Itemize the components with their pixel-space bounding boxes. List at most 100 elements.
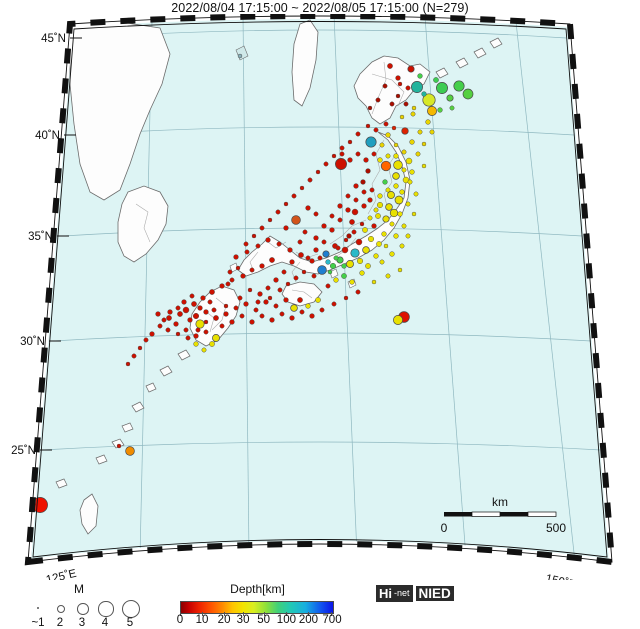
epicenter-marker bbox=[329, 227, 335, 233]
epicenter-marker bbox=[299, 309, 305, 315]
epicenter-marker bbox=[436, 82, 448, 94]
epicenter-marker bbox=[341, 263, 347, 269]
epicenter-marker bbox=[187, 317, 193, 323]
epicenter-marker bbox=[382, 179, 388, 185]
epicenter-marker bbox=[269, 257, 275, 263]
epicenter-marker bbox=[131, 353, 137, 359]
epicenter-marker bbox=[149, 331, 155, 337]
epicenter-marker bbox=[307, 177, 313, 183]
epicenter-marker bbox=[339, 145, 345, 151]
epicenter-marker bbox=[373, 207, 379, 213]
epicenter-marker bbox=[339, 151, 345, 157]
epicenter-marker bbox=[197, 305, 203, 311]
epicenter-marker bbox=[257, 291, 263, 297]
epicenter-marker bbox=[389, 221, 395, 227]
magnitude-tick-label: 5 bbox=[126, 617, 134, 629]
epicenter-marker bbox=[393, 142, 399, 148]
epicenter-marker bbox=[240, 273, 246, 279]
epicenter-marker bbox=[201, 347, 207, 353]
epicenter-marker bbox=[405, 157, 413, 165]
epicenter-marker bbox=[367, 235, 375, 243]
epicenter-marker bbox=[427, 106, 437, 116]
epicenter-marker bbox=[237, 295, 243, 301]
epicenter-marker bbox=[333, 255, 339, 261]
epicenter-marker bbox=[393, 315, 403, 325]
epicenter-marker bbox=[429, 129, 435, 135]
epicenter-marker bbox=[125, 446, 135, 456]
epicenter-marker bbox=[393, 183, 399, 189]
epicenter-marker bbox=[317, 265, 327, 275]
longitude-labels: 125˚E 130˚E 135˚E 140˚E 145˚E 150˚E bbox=[45, 568, 577, 580]
epicenter-marker bbox=[299, 185, 305, 191]
epicenter-marker bbox=[283, 201, 289, 207]
epicenter-marker bbox=[223, 303, 229, 309]
hinet-nied-logo: Hi -net NIED bbox=[376, 585, 455, 602]
epicenter-marker bbox=[356, 257, 364, 265]
epicenter-marker bbox=[381, 231, 387, 237]
epicenter-marker bbox=[385, 132, 391, 138]
epicenter-marker bbox=[321, 223, 327, 229]
epicenter-marker bbox=[193, 341, 199, 347]
epicenter-marker bbox=[182, 306, 190, 314]
epicenter-marker bbox=[401, 223, 407, 229]
epicenter-marker bbox=[155, 311, 161, 317]
epicenter-marker bbox=[385, 187, 391, 193]
map-canvas[interactable]: 45˚N 40˚N 35˚N 30˚N 25˚N 125˚E 130˚E 135… bbox=[0, 14, 640, 580]
epicenter-marker bbox=[413, 191, 419, 197]
latitude-labels: 45˚N 40˚N 35˚N 30˚N 25˚N bbox=[11, 33, 66, 457]
magnitude-tick-label: ~1 bbox=[31, 617, 45, 629]
epicenter-marker bbox=[291, 215, 301, 225]
epicenter-marker bbox=[392, 172, 400, 180]
epicenter-marker bbox=[449, 105, 455, 111]
epicenter-marker bbox=[407, 179, 413, 185]
epicenter-marker bbox=[219, 323, 225, 329]
epicenter-marker bbox=[297, 239, 303, 245]
map-svg: 45˚N 40˚N 35˚N 30˚N 25˚N 125˚E 130˚E 135… bbox=[11, 14, 616, 580]
epicenter-marker bbox=[365, 123, 371, 129]
epicenter-marker bbox=[223, 311, 229, 317]
magnitude-symbol bbox=[98, 601, 114, 617]
epicenter-marker bbox=[273, 303, 279, 309]
epicenter-layer bbox=[32, 53, 474, 513]
svg-text:25˚N: 25˚N bbox=[11, 445, 36, 457]
epicenter-marker bbox=[347, 157, 353, 163]
epicenter-marker bbox=[209, 341, 215, 347]
epicenter-marker bbox=[249, 267, 255, 273]
epicenter-marker bbox=[409, 139, 415, 145]
epicenter-marker bbox=[394, 195, 404, 205]
epicenter-marker bbox=[377, 193, 383, 199]
epicenter-marker bbox=[244, 249, 250, 255]
epicenter-marker bbox=[200, 295, 206, 301]
epicenter-marker bbox=[341, 246, 349, 254]
depth-tick-mark bbox=[202, 612, 204, 616]
epicenter-marker bbox=[329, 262, 337, 270]
epicenter-marker bbox=[385, 153, 391, 159]
epicenter-marker bbox=[393, 153, 399, 159]
epicenter-marker bbox=[421, 163, 427, 169]
epicenter-marker bbox=[362, 246, 370, 254]
epicenter-marker bbox=[367, 197, 373, 203]
map-frame bbox=[24, 14, 616, 566]
epicenter-marker bbox=[433, 77, 439, 83]
epicenter-marker bbox=[410, 111, 416, 117]
epicenter-marker bbox=[376, 201, 384, 209]
epicenter-marker bbox=[227, 269, 233, 275]
epicenter-marker bbox=[417, 73, 423, 79]
epicenter-marker bbox=[389, 251, 395, 257]
depth-tick-label: 700 bbox=[322, 614, 342, 626]
epicenter-marker bbox=[165, 327, 171, 333]
depth-legend: Depth[km] 0 10 20 30 50 100 200 700 bbox=[177, 582, 380, 627]
ocean-layer bbox=[28, 16, 612, 562]
magnitude-symbol bbox=[57, 605, 65, 613]
epicenter-marker bbox=[229, 277, 235, 283]
epicenter-marker bbox=[375, 97, 381, 103]
epicenter-marker bbox=[229, 319, 235, 325]
magnitude-tick-label: 2 bbox=[56, 617, 64, 629]
epicenter-marker bbox=[349, 279, 355, 285]
epicenter-marker bbox=[289, 259, 295, 265]
epicenter-marker bbox=[267, 295, 273, 301]
epicenter-marker bbox=[255, 299, 261, 305]
epicenter-marker bbox=[371, 223, 377, 229]
epicenter-marker bbox=[263, 299, 269, 305]
epicenter-marker bbox=[355, 238, 363, 246]
